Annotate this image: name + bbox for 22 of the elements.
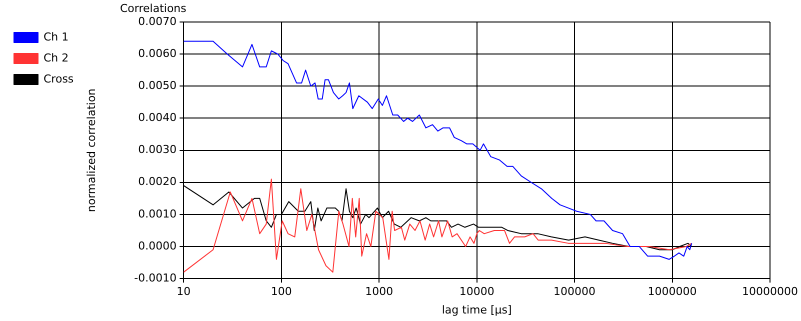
y-tick-label: 0.0030 (138, 143, 177, 156)
x-tick-label: 100000 (554, 285, 596, 298)
y-tick-label: 0.0070 (138, 14, 177, 28)
y-tick-label: 0.0010 (138, 207, 177, 220)
y-tick-label: 0.0050 (138, 79, 177, 92)
y-tick-label: 0.0000 (138, 239, 177, 252)
x-tick-label: 1000 (365, 285, 394, 298)
x-tick-label: 1000000 (648, 285, 697, 298)
legend-label: Ch 1 (44, 30, 69, 44)
x-tick-label: 10000000 (742, 285, 798, 298)
legend-label: Cross (44, 72, 74, 86)
y-tick-label: 0.0020 (138, 175, 177, 188)
x-tick-label: 100 (270, 285, 292, 298)
x-axis-title: lag time [µs] (442, 303, 512, 316)
x-tick-label: 10 (176, 285, 191, 298)
chart-title: Correlations (120, 2, 186, 15)
legend-label: Ch 2 (44, 51, 69, 64)
y-axis-title: normalized correlation (85, 88, 98, 212)
y-tick-label: 0.0060 (138, 46, 177, 60)
y-tick-label: 0.0040 (138, 111, 177, 124)
x-tick-label: 10000 (459, 285, 494, 298)
y-tick-label: -0.0010 (134, 271, 177, 284)
